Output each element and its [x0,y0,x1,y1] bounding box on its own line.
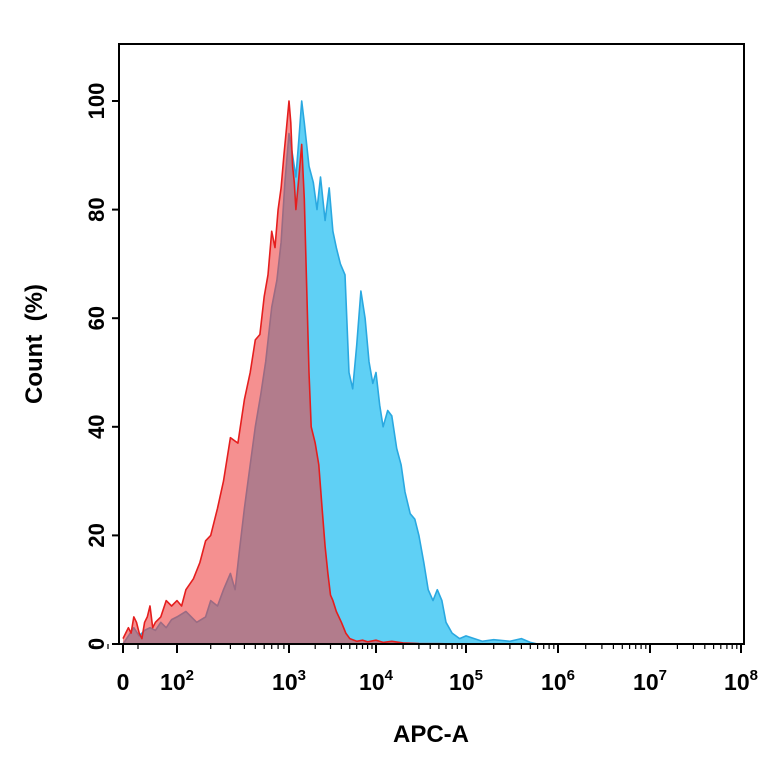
x-tick-label: 107 [633,667,667,695]
x-tick-label: 0 [117,669,130,695]
y-tick-label: 0 [84,638,109,650]
x-tick-label: 102 [160,667,194,695]
x-tick-label: 106 [541,667,575,695]
x-tick-label: 105 [449,667,483,695]
x-tick-label: 103 [272,667,306,695]
series-2-outline [122,100,466,645]
plot-frame [118,43,745,645]
series-layer [122,100,538,645]
y-tick-label: 80 [84,197,109,221]
x-axis-label: APC-A [393,721,469,748]
x-tick-label: 108 [724,667,758,695]
x-axis-ticks: 0 102 103 104 105 106 107 108 [92,644,758,695]
x-tick-label: 104 [359,667,394,695]
y-tick-label: 40 [84,415,109,439]
series-1-area [123,101,538,644]
y-axis-label: Count (%) [21,284,48,404]
y-axis-ticks: 0 20 40 60 80 100 [84,83,119,650]
y-tick-label: 20 [84,523,109,547]
series-2-area [123,101,466,644]
y-tick-label: 100 [84,83,109,120]
y-tick-label: 60 [84,306,109,330]
